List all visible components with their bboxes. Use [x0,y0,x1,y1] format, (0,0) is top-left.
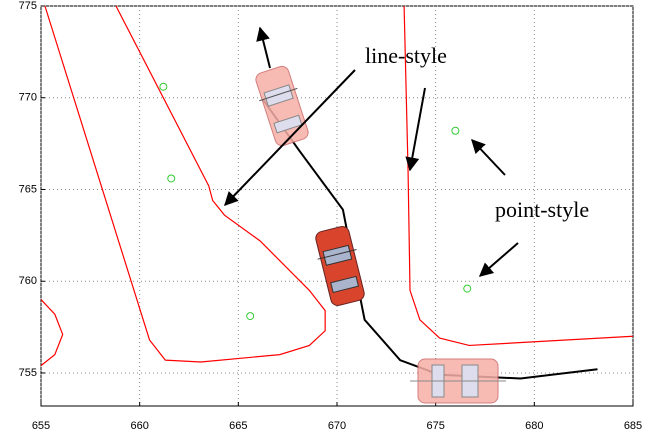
car [315,226,365,306]
point [463,284,472,293]
y-tick-label: 760 [19,275,37,287]
x-tick-label: 680 [525,420,543,432]
y-tick-label: 755 [19,367,37,379]
point [246,312,255,321]
annotation: line-style [365,43,447,68]
x-tick-label: 685 [624,420,642,432]
x-tick-label: 670 [328,420,346,432]
y-tick-label: 770 [19,92,37,104]
arrows [224,26,519,277]
x-tick-label: 665 [229,420,247,432]
x-tick-label: 675 [426,420,444,432]
point [451,126,460,135]
point [159,82,168,91]
x-tick-label: 655 [32,420,50,432]
car [410,358,506,404]
y-tick-label: 775 [19,0,37,12]
point [167,174,176,183]
car [255,65,309,147]
annotation: point-style [495,197,589,222]
y-tick-label: 765 [19,183,37,195]
x-tick-label: 660 [130,420,148,432]
